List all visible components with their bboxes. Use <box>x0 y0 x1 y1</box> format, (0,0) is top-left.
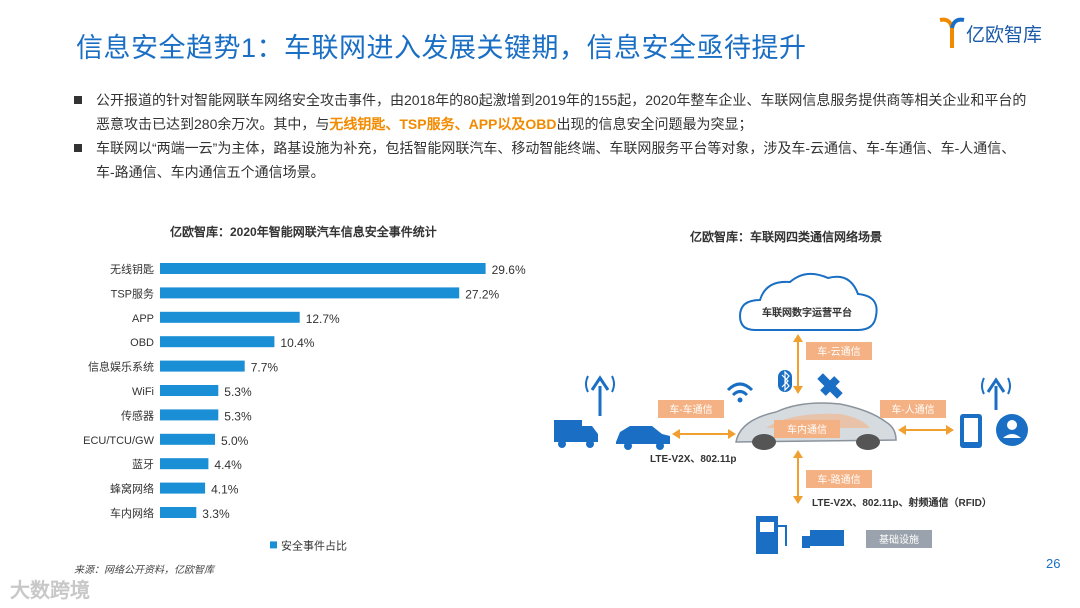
label-in-car-bg <box>774 420 840 438</box>
label-car-road: 车-路通信 <box>817 473 860 486</box>
user-icon <box>996 414 1028 446</box>
value-label: 5.3% <box>224 409 252 423</box>
cloud-label: 车联网数字运营平台 <box>762 306 852 319</box>
label-car-car-bg <box>658 400 724 418</box>
truck-icon <box>554 420 598 448</box>
label-infrastructure-bg <box>866 530 932 548</box>
bar <box>160 433 215 445</box>
bullet-square-icon <box>74 96 82 104</box>
value-label: 7.7% <box>251 361 279 375</box>
network-diagram: 车联网数字运营平台 车-云通信 <box>554 272 1028 554</box>
page-number: 26 <box>1046 556 1061 571</box>
arrow-car-road <box>793 450 803 504</box>
category-label: OBD <box>130 337 154 349</box>
legend-label: 安全事件占比 <box>281 538 347 552</box>
antenna-icon-left <box>585 375 615 416</box>
arrow-car-person <box>898 425 954 435</box>
bluetooth-icon <box>778 370 792 392</box>
logo-text: 亿欧智库 <box>966 25 1043 46</box>
label-in-car: 车内通信 <box>787 423 827 436</box>
watermark: 大数跨境 <box>10 580 90 602</box>
category-label: TSP服务 <box>111 287 154 300</box>
value-label: 10.4% <box>280 336 314 350</box>
bullet-highlight: 无线钥匙、TSP服务、APP以及OBD <box>329 116 557 132</box>
bullet-list: 公开报道的针对智能网联车网络安全攻击事件，由2018年的80起激增到2019年的… <box>68 88 1028 184</box>
cloud-icon <box>738 272 878 331</box>
label-car-cloud: 车-云通信 <box>817 345 860 358</box>
phone-icon <box>960 414 982 448</box>
value-label: 5.0% <box>221 434 249 448</box>
arrow-car-car <box>672 429 736 439</box>
legend-swatch <box>270 541 277 549</box>
label-car-road-bg <box>806 470 872 488</box>
value-label: 3.3% <box>202 507 230 521</box>
label-car-cloud-bg <box>806 342 872 360</box>
value-label: 27.2% <box>465 287 499 301</box>
bullet-text: 车联网以“两端一云”为主体，路基设施为补充，包括智能网联汽车、移动智能终端、车联… <box>96 140 1016 180</box>
bullet-text: 公开报道的针对智能网联车网络安全攻击事件，由2018年的80起激增到2019年的… <box>96 92 1027 132</box>
bullet-square-icon <box>74 144 82 152</box>
label-car-person-bg <box>880 400 946 418</box>
bar <box>160 360 245 372</box>
bullet-item-1: 公开报道的针对智能网联车网络安全攻击事件，由2018年的80起激增到2019年的… <box>68 88 1028 136</box>
category-label: 信息娱乐系统 <box>88 360 154 374</box>
bar <box>160 409 219 421</box>
camera-icon <box>802 530 844 548</box>
category-label: WiFi <box>132 386 154 398</box>
label-car-car: 车-车通信 <box>669 403 712 416</box>
car-icon-small <box>616 426 670 450</box>
bullet-text-end: 出现的信息安全问题最为突显； <box>556 116 753 132</box>
chart-title: 亿欧智库：2020年智能网联汽车信息安全事件统计 <box>170 225 437 239</box>
bullet-item-2: 车联网以“两端一云”为主体，路基设施为补充，包括智能网联汽车、移动智能终端、车联… <box>68 136 1028 184</box>
source-note: 来源：网络公开资料，亿欧智库 <box>74 565 214 576</box>
bar <box>160 287 460 299</box>
category-label: 车内网络 <box>110 506 154 520</box>
value-label: 12.7% <box>306 312 340 326</box>
value-label: 29.6% <box>492 263 526 277</box>
bar-chart: 无线钥匙 29.6% TSP服务 27.2% APP 12.7% OBD 10.4% 信息娱乐系… <box>83 262 526 552</box>
category-label: APP <box>132 313 154 325</box>
value-label: 5.3% <box>224 385 252 399</box>
value-label: 4.4% <box>214 458 242 472</box>
label-lte-2: LTE-V2X、802.11p、射频通信（RFID） <box>812 496 992 509</box>
category-label: 蓝牙 <box>132 458 154 471</box>
charging-station-icon <box>756 516 787 554</box>
satellite-icon <box>817 373 843 399</box>
antenna-icon-right <box>981 377 1011 410</box>
bar <box>160 482 206 494</box>
value-label: 4.1% <box>211 483 239 497</box>
label-car-person: 车-人通信 <box>891 403 934 416</box>
category-label: 无线钥匙 <box>110 262 154 276</box>
diagram-title: 亿欧智库：车联网四类通信网络场景 <box>690 230 883 244</box>
bar <box>160 385 219 396</box>
bar <box>160 458 209 470</box>
logo-icon <box>939 17 965 48</box>
bar <box>160 336 275 348</box>
wifi-icon <box>726 382 754 403</box>
category-label: 蜂窝网络 <box>110 482 154 496</box>
bar <box>160 311 300 323</box>
bar <box>160 507 197 518</box>
category-label: 传感器 <box>121 409 154 422</box>
category-label: ECU/TCU/GW <box>83 435 155 447</box>
page-title: 信息安全趋势1：车联网进入发展关键期，信息安全亟待提升 <box>76 33 807 63</box>
label-lte-1: LTE-V2X、802.11p <box>650 454 737 465</box>
label-infrastructure: 基础设施 <box>879 533 919 546</box>
arrow-car-cloud <box>793 334 803 394</box>
bar <box>160 263 486 274</box>
